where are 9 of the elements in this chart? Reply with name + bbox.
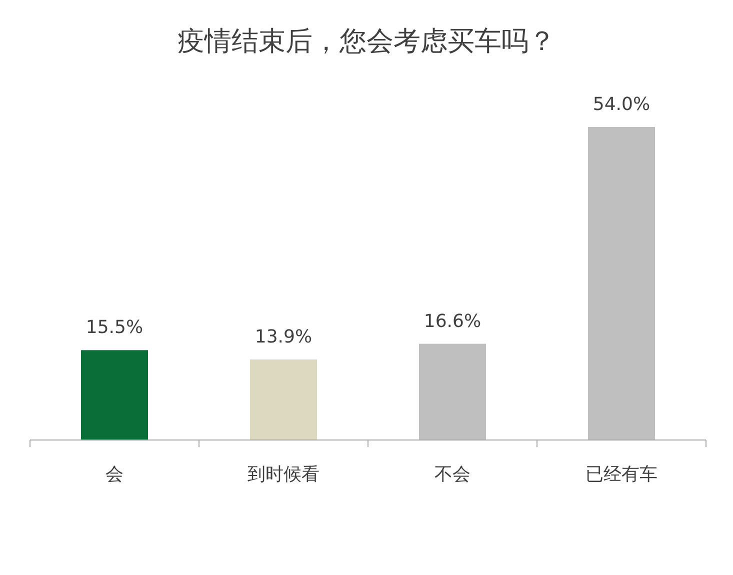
x-tick-label: 已经有车 — [586, 464, 658, 485]
data-label: 54.0% — [592, 94, 650, 115]
x-tick-label: 会 — [106, 464, 124, 485]
data-label: 13.9% — [254, 326, 312, 348]
x-tick-label: 到时候看 — [248, 464, 320, 485]
data-label: 16.6% — [424, 310, 482, 332]
data-label: 15.5% — [86, 317, 144, 338]
x-tick-label: 不会 — [434, 464, 470, 485]
chart-title: 疫情结束后，您会考虑买车吗？ — [178, 26, 556, 57]
